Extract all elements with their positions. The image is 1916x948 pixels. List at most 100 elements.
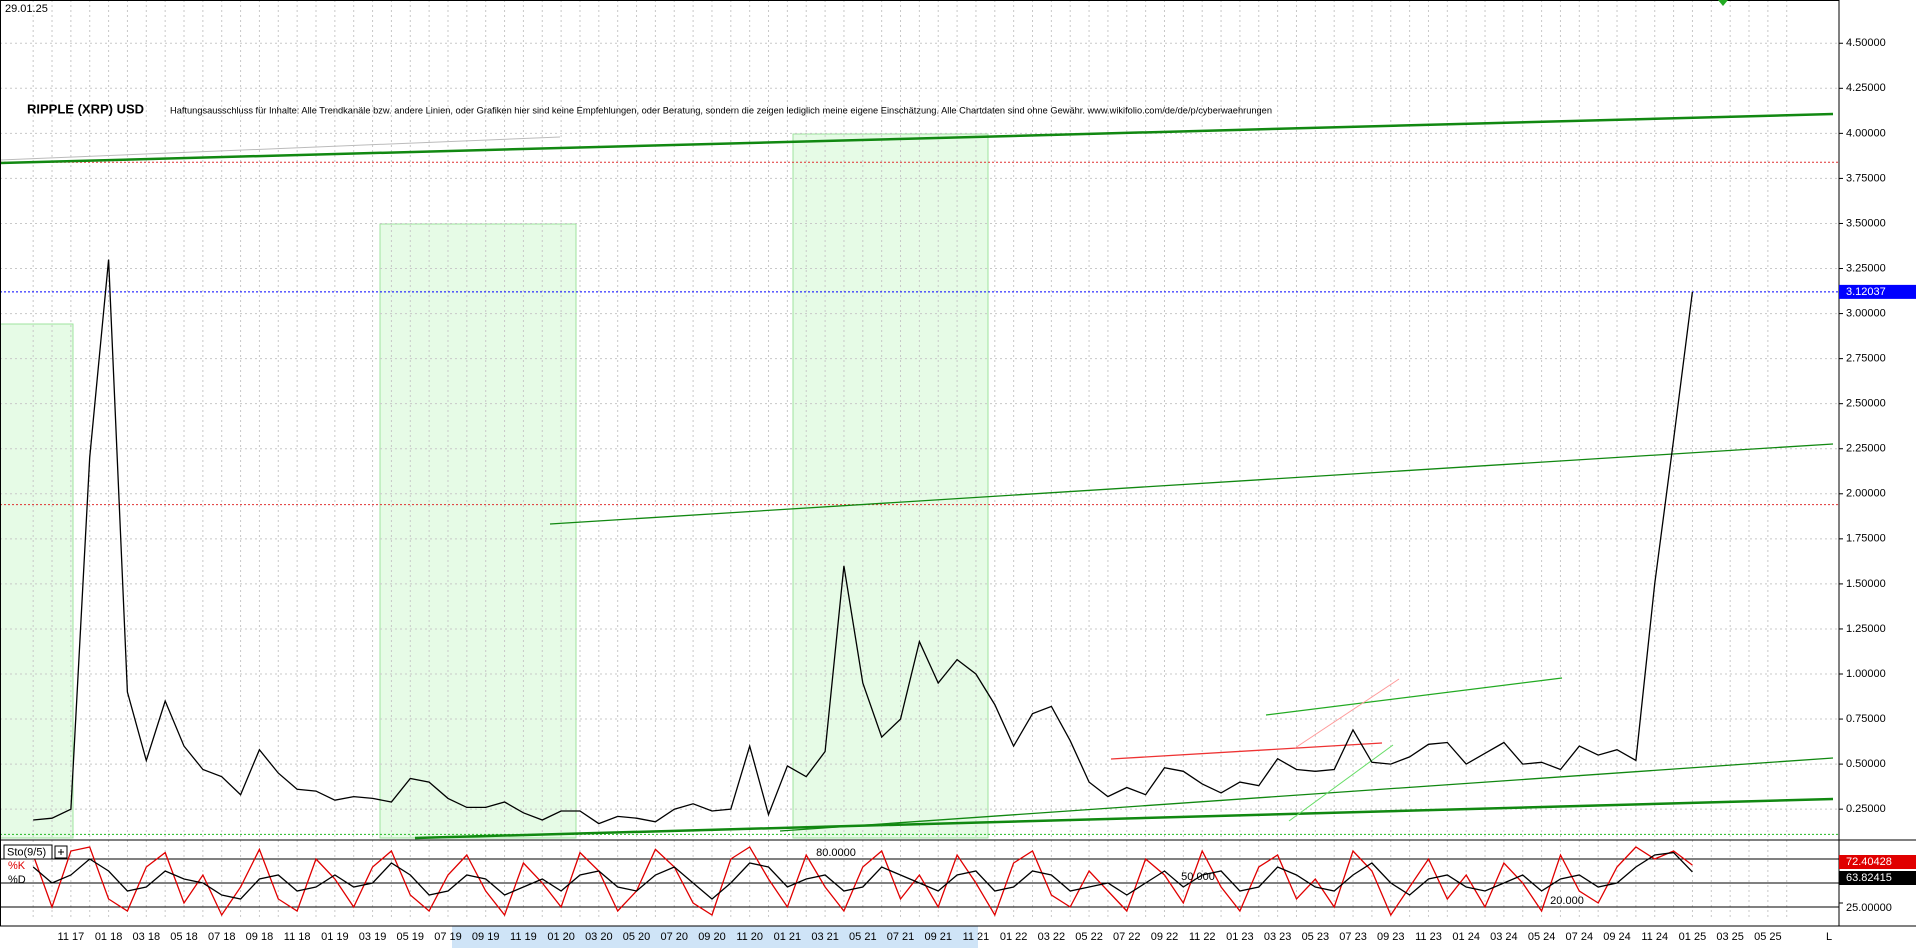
zone <box>0 323 74 839</box>
x-tick-label: 11 23 <box>1415 931 1442 943</box>
x-tick-label: 03 20 <box>585 931 613 943</box>
trend-lines <box>0 112 1834 840</box>
x-tick-label: 01 22 <box>1000 931 1028 943</box>
last-price-box <box>1839 284 1916 299</box>
x-tick-label: 07 18 <box>208 931 236 943</box>
x-tick-label: 03 23 <box>1264 931 1292 943</box>
x-tick-label: 11 19 <box>510 931 537 943</box>
x-tick-label: 03 21 <box>811 931 839 943</box>
x-tick-label: 05 19 <box>397 931 425 943</box>
y-tick-label: 2.50000 <box>1846 398 1886 410</box>
x-tick-label: 05 20 <box>623 931 651 943</box>
last-value-label: 72.40428 <box>1846 856 1892 868</box>
x-tick-label: 11 18 <box>284 931 311 943</box>
y-tick-label: 1.25000 <box>1846 623 1886 635</box>
trend-line <box>0 136 561 161</box>
y-tick-label: 0.75000 <box>1846 713 1886 725</box>
level-label: 20.000 <box>1550 895 1584 907</box>
last-value-label: 63.82415 <box>1846 872 1892 884</box>
x-tick-label: 07 21 <box>887 931 915 943</box>
y-tick-label: 1.50000 <box>1846 578 1886 590</box>
x-tick-label: 03 25 <box>1716 931 1744 943</box>
indicator-title: Sto(9/5) <box>7 846 46 858</box>
y-tick-label: 0.50000 <box>1846 758 1886 770</box>
zone <box>792 133 989 839</box>
y-tick-label: 4.50000 <box>1846 37 1886 49</box>
x-tick-label: 01 21 <box>774 931 802 943</box>
grid <box>0 0 1839 919</box>
x-tick-label: 01 18 <box>95 931 123 943</box>
y-tick-label: 2.75000 <box>1846 353 1886 365</box>
disclaimer: Haftungsausschluss für Inhalte: Alle Tre… <box>170 106 1272 117</box>
date: 29.01.25 <box>5 3 48 15</box>
trend-line <box>779 757 1834 832</box>
x-tick-label: 07 22 <box>1113 931 1141 943</box>
y-tick-label: 3.75000 <box>1846 172 1886 184</box>
x-tick-label: 07 20 <box>660 931 688 943</box>
legend-entry: %K <box>8 860 26 872</box>
x-tick-label: 09 23 <box>1377 931 1405 943</box>
series-line <box>32 851 1693 900</box>
x-tick-label: 11 17 <box>58 931 85 943</box>
y-tick-label: 1.00000 <box>1846 668 1886 680</box>
trend-line <box>549 443 1834 525</box>
plus-icon <box>58 849 64 855</box>
y2-tick-label: 25.00000 <box>1846 902 1892 914</box>
x-tick-label: 01 20 <box>547 931 575 943</box>
level-label: 50.000 <box>1181 871 1215 883</box>
trend-line <box>1294 678 1400 749</box>
x-tick-label: 09 18 <box>246 931 274 943</box>
x-tick-label: 09 20 <box>698 931 726 943</box>
x-tick-label: 11 20 <box>736 931 763 943</box>
x-tick-label: 01 23 <box>1226 931 1254 943</box>
chart-title: RIPPLE (XRP) USD <box>27 101 144 116</box>
x-tick-label: 03 19 <box>359 931 387 943</box>
trend-line <box>1265 677 1563 716</box>
y-tick-label: 4.25000 <box>1846 82 1886 94</box>
y-tick-label: 3.50000 <box>1846 217 1886 229</box>
series-line <box>32 846 1693 917</box>
x-end-label: L <box>1826 931 1832 943</box>
x-tick-label: 05 22 <box>1075 931 1103 943</box>
series-line <box>33 259 1694 825</box>
x-tick-label: 01 19 <box>321 931 349 943</box>
marker <box>1718 0 1728 6</box>
x-tick-label: 09 19 <box>472 931 500 943</box>
x-tick-label: 05 21 <box>849 931 877 943</box>
x-tick-label: 09 22 <box>1151 931 1179 943</box>
indicator-box <box>3 844 53 860</box>
y-tick-label: 4.00000 <box>1846 127 1886 139</box>
x-tick-label: 03 18 <box>133 931 161 943</box>
x-tick-label: 09 24 <box>1603 931 1631 943</box>
y-tick-label: 3.00000 <box>1846 307 1886 319</box>
y-tick-label: 3.25000 <box>1846 262 1886 274</box>
y-tick-label: 0.25000 <box>1846 803 1886 815</box>
y-tick-label: 1.75000 <box>1846 533 1886 545</box>
x-tick-label: 05 25 <box>1754 931 1782 943</box>
zone <box>379 223 577 839</box>
x-tick-label: 11 21 <box>963 931 990 943</box>
last-value-box <box>1839 871 1916 885</box>
axis-highlight <box>452 926 978 948</box>
x-tick-label: 07 23 <box>1339 931 1367 943</box>
x-tick-label: 05 23 <box>1302 931 1330 943</box>
x-tick-label: 03 22 <box>1038 931 1066 943</box>
trend-line <box>414 797 1834 840</box>
x-tick-label: 11 22 <box>1189 931 1216 943</box>
x-tick-label: 01 25 <box>1679 931 1707 943</box>
x-tick-label: 03 24 <box>1490 931 1518 943</box>
data <box>32 259 1694 917</box>
x-tick-label: 07 19 <box>434 931 462 943</box>
x-tick-label: 05 18 <box>170 931 198 943</box>
trend-line <box>0 112 1834 165</box>
y-tick-label: 2.25000 <box>1846 443 1886 455</box>
x-tick-label: 09 21 <box>924 931 952 943</box>
x-tick-label: 07 24 <box>1566 931 1594 943</box>
trend-line <box>1110 742 1383 760</box>
x-tick-label: 01 24 <box>1452 931 1480 943</box>
last-value-box <box>1839 855 1916 869</box>
frame <box>0 0 1916 927</box>
x-tick-label: 05 24 <box>1528 931 1556 943</box>
